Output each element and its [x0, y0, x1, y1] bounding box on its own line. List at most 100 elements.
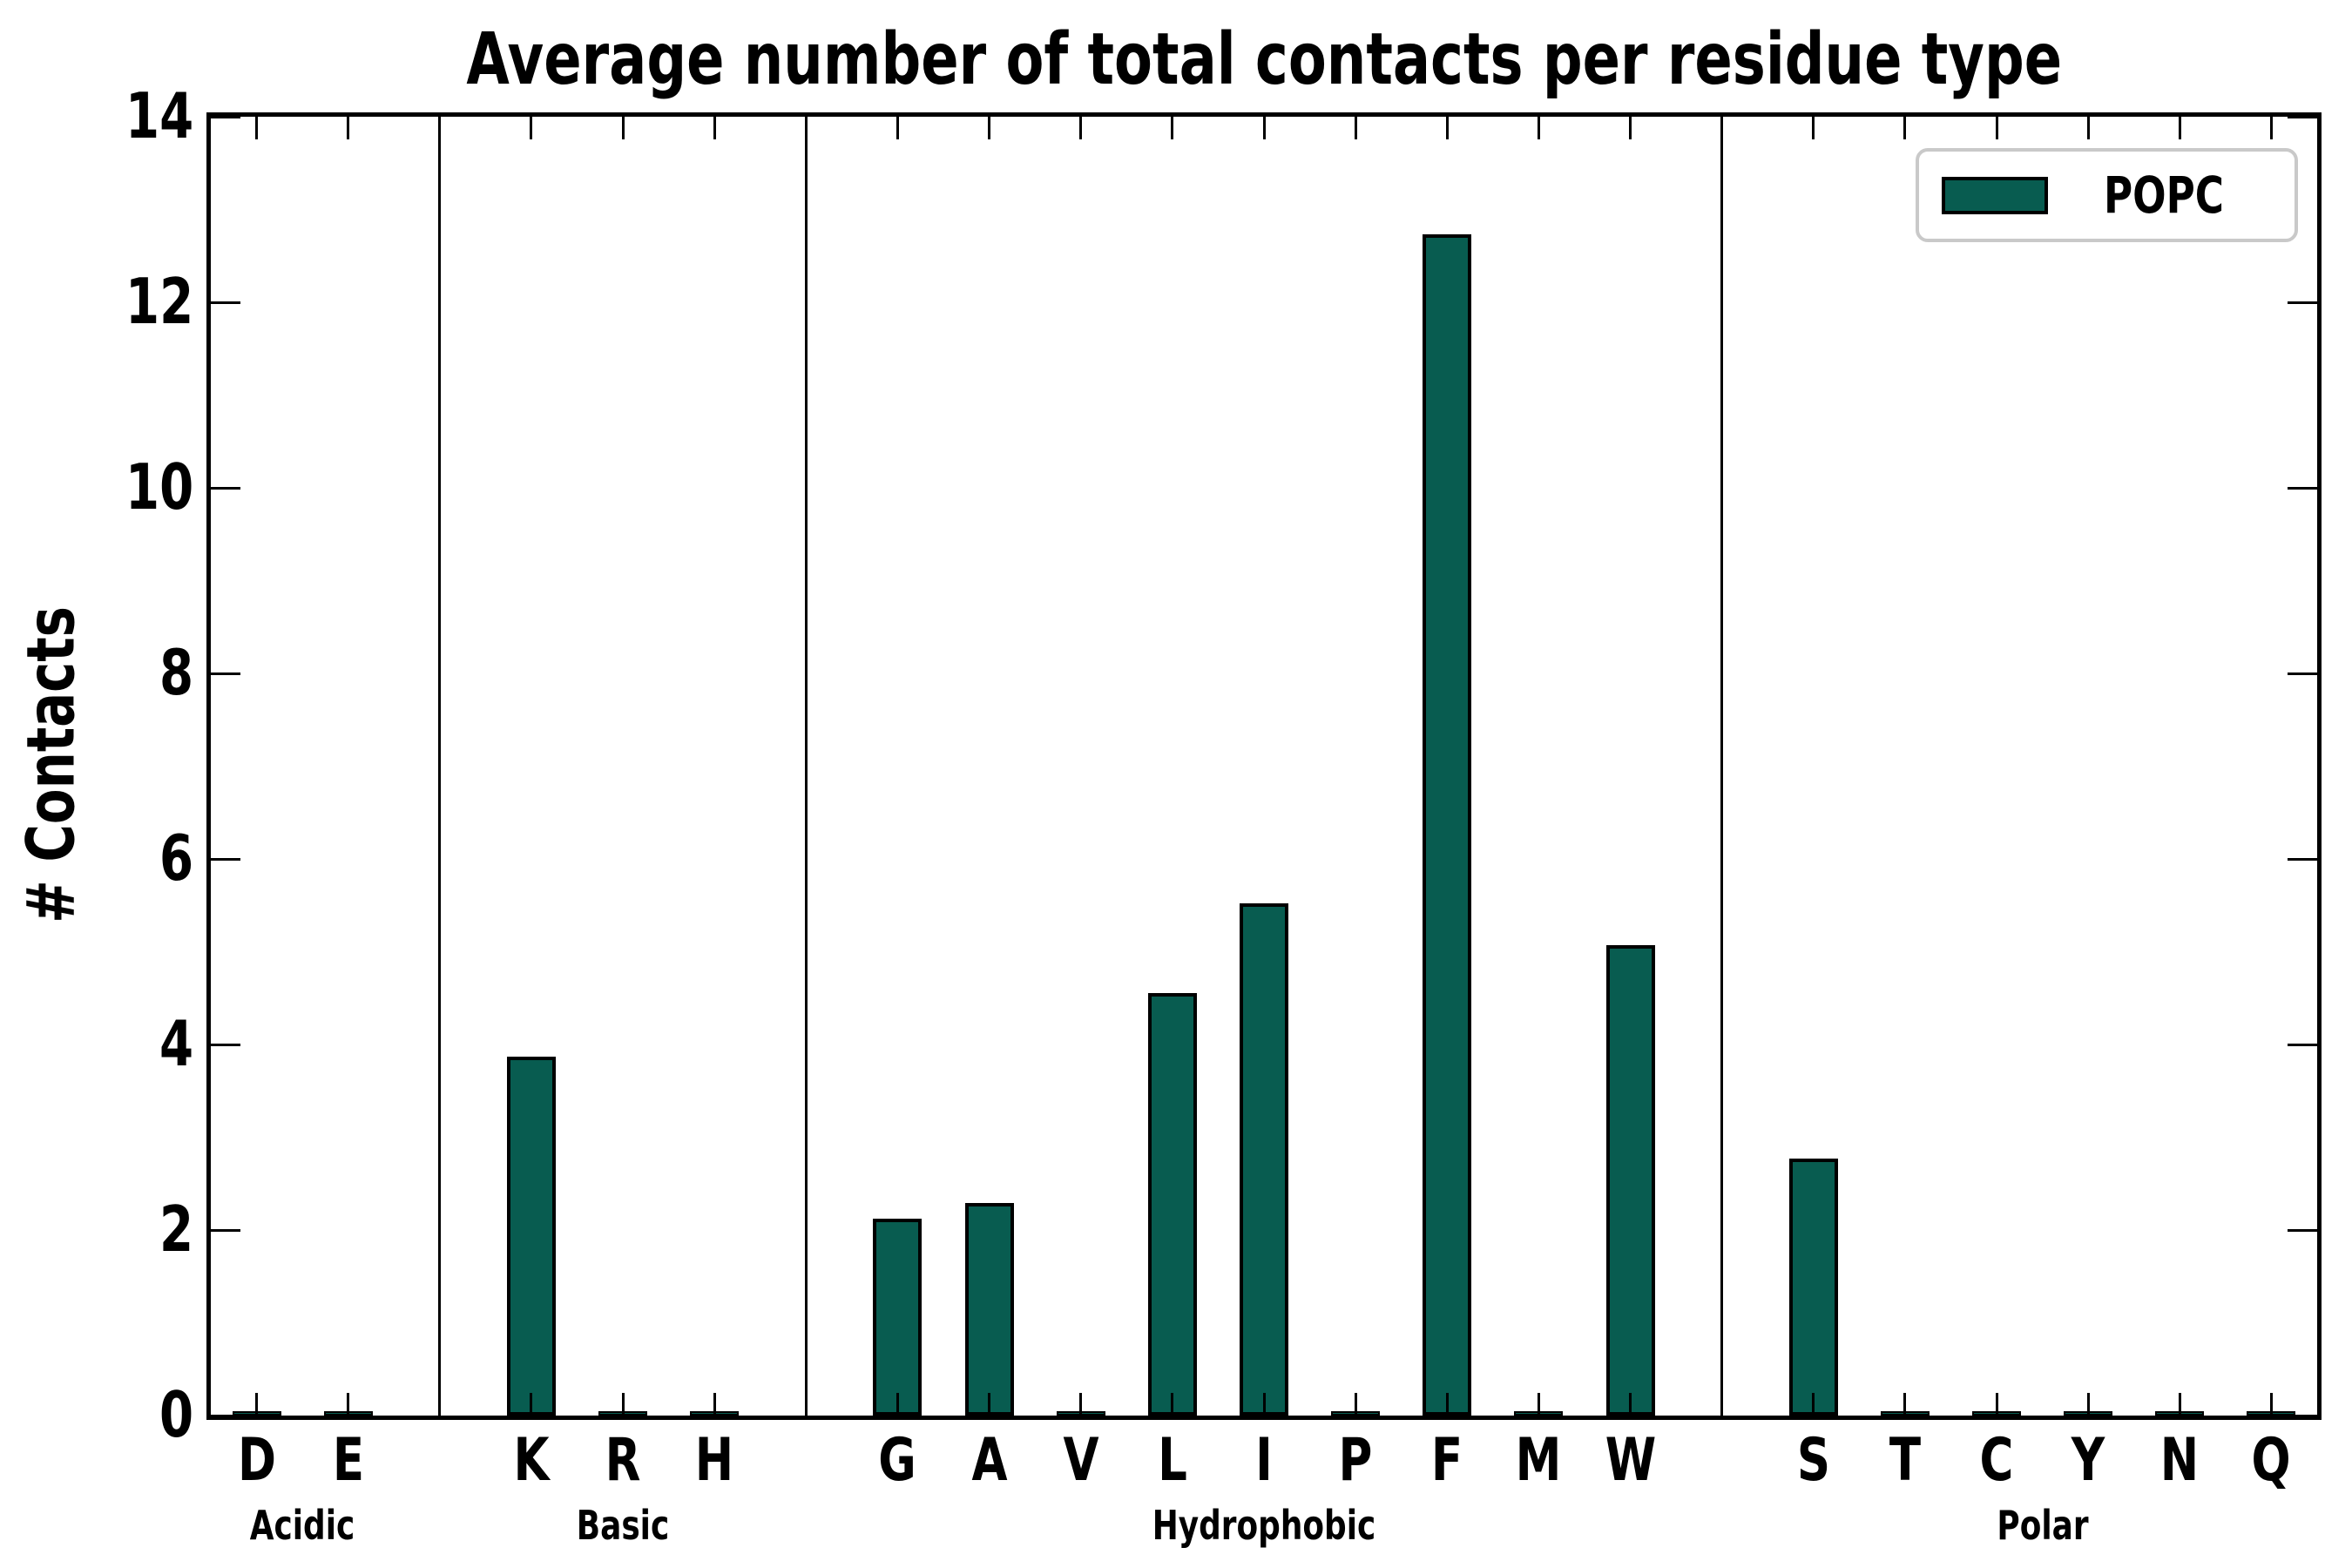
x-tick-top-Y	[2086, 117, 2090, 139]
x-label-G-text: G	[878, 1426, 917, 1495]
x-tick-top-T	[1903, 117, 1907, 139]
x-label-H-text: H	[695, 1426, 734, 1495]
x-label-P: P	[1334, 1431, 1377, 1490]
x-label-D: D	[232, 1431, 280, 1490]
y-tick-right	[2288, 1043, 2317, 1046]
x-tick-bottom-Y	[2086, 1393, 2090, 1416]
y-axis-label: # Contacts	[12, 562, 90, 968]
group-label-acidic: Acidic	[235, 1505, 370, 1545]
x-tick-top-F	[1445, 117, 1449, 139]
y-tick-right	[2288, 1414, 2317, 1417]
x-label-A: A	[966, 1431, 1012, 1490]
y-tick-left	[211, 672, 240, 675]
x-tick-bottom-V	[1079, 1393, 1083, 1416]
x-label-I-text: I	[1255, 1426, 1273, 1495]
x-label-F-text: F	[1431, 1426, 1463, 1495]
group-label-hydrophobic-text: Hydrophobic	[1152, 1502, 1376, 1549]
x-label-H: H	[690, 1431, 740, 1490]
bar-G	[873, 1219, 923, 1416]
y-tick-left	[211, 857, 240, 861]
bar-K	[506, 1057, 556, 1416]
x-tick-bottom-Q	[2269, 1393, 2273, 1416]
x-label-S: S	[1792, 1431, 1835, 1490]
x-tick-bottom-D	[255, 1393, 259, 1416]
x-label-W: W	[1598, 1431, 1663, 1490]
group-label-basic-text: Basic	[576, 1502, 670, 1549]
x-label-A-text: A	[971, 1426, 1008, 1495]
x-label-M-text: M	[1515, 1426, 1562, 1495]
y-tick-label-6: 6	[0, 827, 193, 889]
x-tick-top-S	[1812, 117, 1815, 139]
y-tick-label-2: 2	[0, 1198, 193, 1260]
x-tick-bottom-P	[1354, 1393, 1357, 1416]
x-tick-bottom-A	[988, 1393, 991, 1416]
group-label-hydrophobic: Hydrophobic	[1121, 1505, 1408, 1545]
x-label-R-text: R	[605, 1426, 641, 1495]
bar-F	[1423, 234, 1472, 1416]
group-label-basic: Basic	[564, 1505, 683, 1545]
y-tick-label-8: 8	[0, 641, 193, 704]
y-tick-label-12: 12	[0, 270, 193, 333]
x-tick-top-Q	[2269, 117, 2273, 139]
x-label-I: I	[1253, 1431, 1274, 1490]
chart-title: Average number of total contacts per res…	[206, 23, 2322, 98]
x-tick-top-D	[255, 117, 259, 139]
x-label-L-text: L	[1157, 1426, 1187, 1495]
x-tick-bottom-R	[621, 1393, 625, 1416]
x-tick-bottom-G	[896, 1393, 899, 1416]
group-label-polar-text: Polar	[1997, 1502, 2089, 1549]
group-label-acidic-text: Acidic	[249, 1502, 355, 1549]
group-separator	[1720, 117, 1724, 1416]
x-tick-bottom-C	[1995, 1393, 1998, 1416]
x-label-Q: Q	[2247, 1431, 2297, 1490]
x-tick-top-W	[1629, 117, 1632, 139]
bar-L	[1147, 993, 1197, 1416]
x-tick-bottom-M	[1537, 1393, 1540, 1416]
y-tick-label-14: 14	[0, 84, 193, 147]
x-label-W-text: W	[1605, 1426, 1656, 1495]
x-tick-top-K	[530, 117, 533, 139]
x-tick-top-M	[1537, 117, 1540, 139]
y-tick-label-4-text: 4	[159, 1007, 193, 1080]
bar-S	[1788, 1159, 1838, 1416]
group-separator	[804, 117, 808, 1416]
y-tick-left	[211, 1043, 240, 1046]
x-tick-top-E	[347, 117, 350, 139]
y-tick-label-0-text: 0	[159, 1378, 193, 1451]
x-label-E-text: E	[332, 1426, 364, 1495]
y-tick-left	[211, 486, 240, 490]
x-tick-top-I	[1262, 117, 1266, 139]
x-tick-bottom-E	[347, 1393, 350, 1416]
y-tick-label-6-text: 6	[159, 821, 193, 895]
y-tick-right	[2288, 1228, 2317, 1232]
bar-A	[964, 1203, 1014, 1416]
x-label-C-text: C	[1979, 1426, 2014, 1495]
bar-W	[1605, 945, 1655, 1416]
x-label-Q-text: Q	[2251, 1426, 2291, 1495]
x-tick-bottom-T	[1903, 1393, 1907, 1416]
x-label-S-text: S	[1796, 1426, 1830, 1495]
y-tick-right	[2288, 672, 2317, 675]
group-label-polar: Polar	[1984, 1505, 2101, 1545]
x-tick-bottom-F	[1445, 1393, 1449, 1416]
y-tick-right	[2288, 857, 2317, 861]
y-tick-label-4: 4	[0, 1012, 193, 1075]
y-tick-label-2-text: 2	[159, 1193, 193, 1266]
x-tick-top-V	[1079, 117, 1083, 139]
y-tick-label-8-text: 8	[159, 636, 193, 709]
bar-I	[1240, 903, 1288, 1416]
x-tick-top-G	[896, 117, 899, 139]
x-tick-top-P	[1354, 117, 1357, 139]
y-tick-label-0: 0	[0, 1383, 193, 1446]
x-label-K: K	[509, 1431, 555, 1490]
chart-title-text: Average number of total contacts per res…	[466, 18, 2062, 101]
x-tick-bottom-I	[1262, 1393, 1266, 1416]
x-label-V-text: V	[1063, 1426, 1099, 1495]
x-label-P-text: P	[1338, 1426, 1373, 1495]
x-label-M: M	[1510, 1431, 1569, 1490]
y-tick-label-10-text: 10	[125, 450, 193, 524]
x-tick-top-C	[1995, 117, 1998, 139]
x-tick-bottom-K	[530, 1393, 533, 1416]
x-label-Y: Y	[2067, 1431, 2110, 1490]
